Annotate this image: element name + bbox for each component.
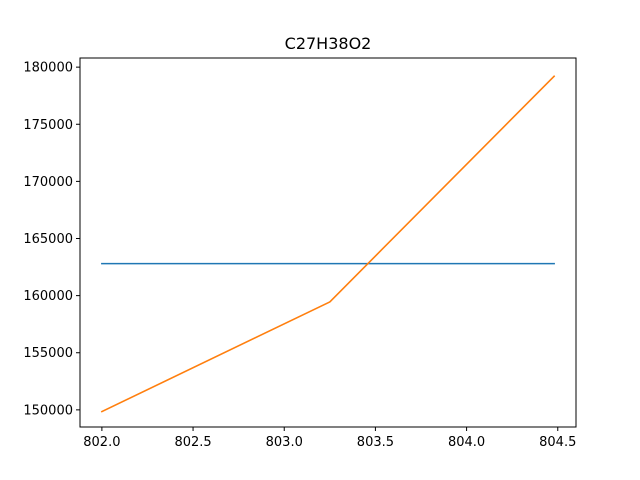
x-tick-label: 803.5 — [357, 435, 394, 450]
y-tick-label: 180000 — [23, 61, 73, 76]
axes-frame — [79, 57, 577, 428]
y-tick-label: 155000 — [23, 346, 73, 361]
x-tick-label: 803.0 — [266, 435, 303, 450]
series-line-1 — [100, 75, 556, 413]
y-tick-label: 160000 — [23, 289, 73, 304]
x-tick-label: 802.0 — [83, 435, 120, 450]
y-tick-label: 150000 — [23, 403, 73, 418]
x-tick-label: 802.5 — [174, 435, 211, 450]
chart-title: C27H38O2 — [285, 34, 372, 53]
x-tick-label: 804.5 — [539, 435, 576, 450]
y-tick-label: 175000 — [23, 118, 73, 133]
x-tick-label: 804.0 — [448, 435, 485, 450]
plot-area: 802.0 802.5 803.0 803.5 804.0 804.5 150000 1550… — [23, 57, 577, 450]
y-tick-label: 170000 — [23, 175, 73, 190]
y-tick-label: 165000 — [23, 232, 73, 247]
